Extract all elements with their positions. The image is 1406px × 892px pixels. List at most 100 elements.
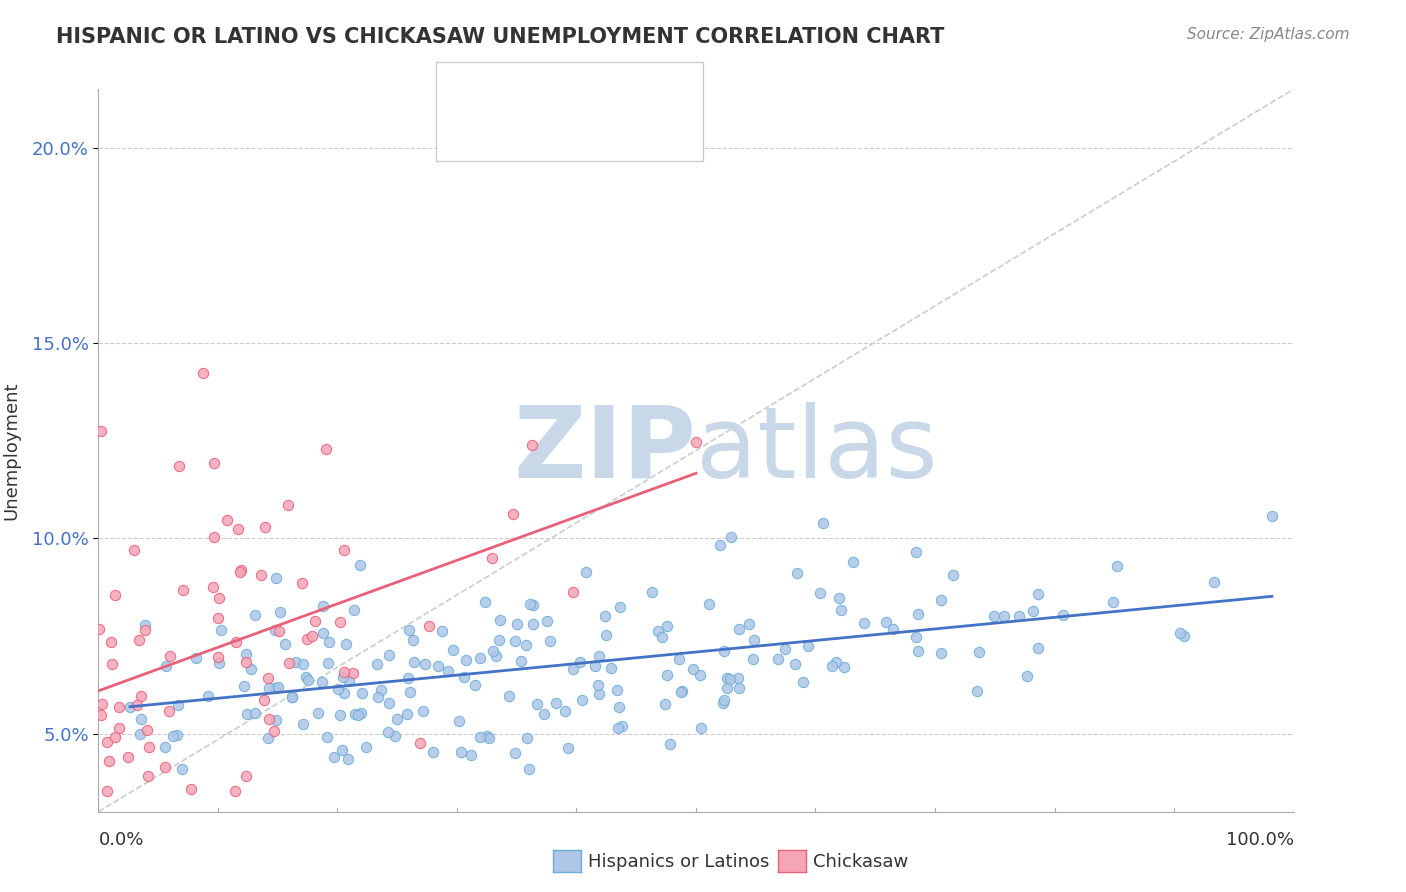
- Point: [89, 622, 111, 636]
- Point: [509, 654, 531, 668]
- Point: [235, 647, 257, 661]
- Point: [413, 657, 436, 672]
- Point: [929, 592, 952, 607]
- Point: [346, 707, 368, 722]
- Point: [828, 591, 851, 605]
- Point: [354, 739, 377, 754]
- Point: [993, 609, 1015, 624]
- Point: [522, 599, 544, 613]
- Point: [727, 671, 749, 685]
- Point: [575, 565, 598, 579]
- Point: [108, 700, 131, 714]
- Point: [453, 670, 475, 684]
- Point: [162, 729, 184, 743]
- Point: [1026, 640, 1049, 655]
- Point: [699, 597, 721, 611]
- Point: [291, 575, 314, 590]
- Point: [503, 746, 526, 760]
- Point: [207, 650, 229, 665]
- Point: [159, 648, 181, 663]
- Point: [658, 737, 681, 751]
- Point: [366, 657, 388, 671]
- Point: [533, 706, 555, 721]
- Point: [929, 646, 952, 660]
- Point: [436, 664, 458, 678]
- Point: [264, 571, 287, 585]
- Point: [134, 623, 156, 637]
- Point: [689, 668, 711, 682]
- Point: [562, 662, 585, 676]
- Point: [108, 721, 131, 735]
- Point: [808, 586, 831, 600]
- Point: [97, 754, 120, 768]
- Point: [384, 729, 406, 743]
- Point: [117, 750, 139, 764]
- Point: [129, 689, 152, 703]
- Point: [785, 657, 807, 671]
- Point: [124, 543, 146, 558]
- Point: [104, 588, 127, 602]
- Point: [522, 438, 544, 452]
- Point: [657, 668, 679, 682]
- Point: [967, 645, 990, 659]
- Point: [316, 656, 339, 670]
- Point: [546, 696, 568, 710]
- Point: [254, 520, 277, 534]
- Point: [235, 655, 257, 669]
- Point: [517, 763, 540, 777]
- Point: [136, 723, 159, 738]
- Point: [1204, 574, 1226, 589]
- Point: [337, 752, 360, 766]
- Point: [267, 680, 290, 694]
- Point: [519, 597, 541, 611]
- Point: [595, 628, 617, 642]
- Point: [482, 644, 505, 658]
- Point: [485, 648, 508, 663]
- Point: [207, 591, 229, 605]
- Point: [259, 712, 281, 726]
- Point: [536, 614, 558, 628]
- Point: [498, 690, 520, 704]
- Point: [506, 617, 529, 632]
- Point: [588, 649, 610, 664]
- Point: [942, 567, 965, 582]
- Point: [337, 674, 360, 689]
- Point: [522, 616, 544, 631]
- Point: [328, 682, 350, 697]
- Point: [118, 700, 141, 714]
- Point: [295, 670, 318, 684]
- Point: [329, 707, 352, 722]
- Point: [571, 692, 593, 706]
- Point: [395, 706, 418, 721]
- Point: [257, 671, 280, 685]
- Point: [470, 651, 492, 665]
- Point: [297, 673, 319, 687]
- Point: [264, 713, 287, 727]
- Point: [269, 605, 291, 619]
- Point: [709, 538, 731, 552]
- Point: [233, 679, 256, 693]
- Point: [90, 708, 112, 723]
- Point: [229, 565, 252, 579]
- Point: [352, 686, 374, 700]
- Point: [396, 671, 419, 685]
- Point: [441, 643, 464, 657]
- Y-axis label: Unemployment: Unemployment: [3, 381, 21, 520]
- Point: [311, 674, 333, 689]
- Point: [269, 624, 291, 639]
- Point: [475, 729, 498, 743]
- Point: [207, 610, 229, 624]
- Text: 100.0%: 100.0%: [1226, 831, 1294, 849]
- Point: [281, 690, 304, 704]
- Text: 0.315: 0.315: [520, 119, 576, 136]
- Point: [432, 624, 454, 639]
- Point: [280, 690, 302, 704]
- Point: [100, 634, 122, 648]
- Point: [344, 706, 367, 721]
- Point: [253, 693, 276, 707]
- Point: [775, 641, 797, 656]
- Point: [741, 651, 763, 665]
- Point: [153, 739, 176, 754]
- Point: [821, 659, 844, 673]
- Point: [562, 585, 585, 599]
